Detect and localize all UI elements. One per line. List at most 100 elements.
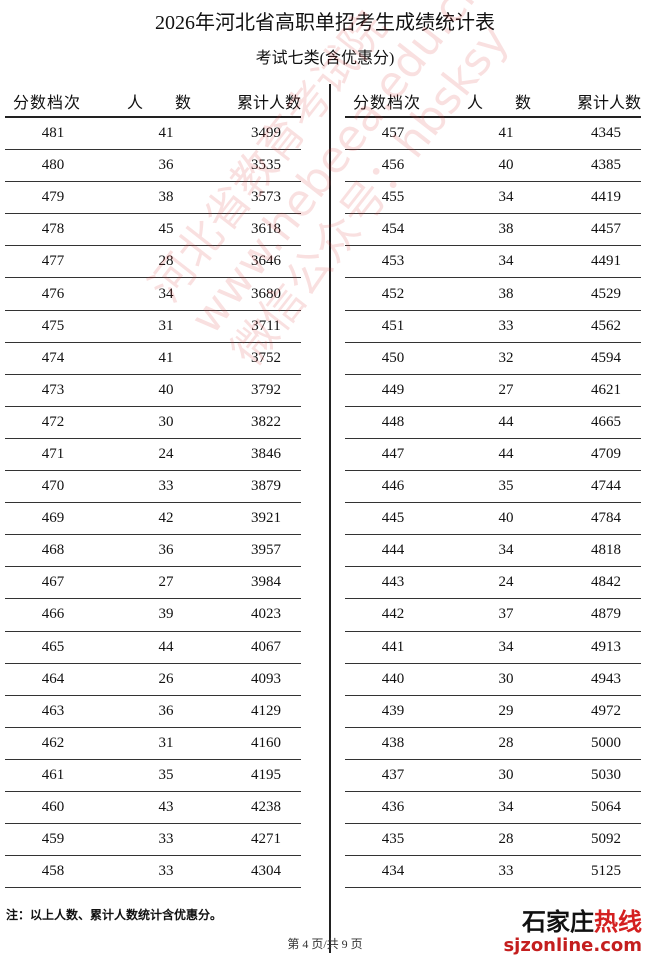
table-row: 456 40 4385 — [345, 150, 641, 183]
table-row: 476 34 3680 — [5, 278, 301, 311]
score-cell: 466 — [41, 606, 65, 623]
table-row: 435 28 5092 — [345, 824, 641, 857]
count-cell: 33 — [498, 317, 514, 334]
count-cell: 43 — [158, 799, 174, 816]
count-cell: 28 — [498, 734, 514, 751]
cumulative-cell: 4842 — [591, 574, 621, 591]
count-cell: 38 — [158, 189, 174, 206]
score-cell: 451 — [381, 317, 405, 334]
cumulative-cell: 4744 — [591, 478, 621, 495]
cumulative-cell: 4621 — [591, 381, 621, 398]
table-row: 462 31 4160 — [5, 728, 301, 760]
cumulative-cell: 3499 — [251, 125, 281, 142]
table-row: 466 39 4023 — [5, 599, 301, 632]
score-cell: 450 — [381, 349, 405, 366]
count-cell: 39 — [158, 606, 174, 623]
cumulative-cell: 5000 — [591, 734, 621, 751]
table-row: 448 44 4665 — [345, 407, 641, 439]
table-row: 438 28 5000 — [345, 728, 641, 760]
count-cell: 41 — [158, 349, 174, 366]
cumulative-cell: 4023 — [251, 606, 281, 623]
table-row: 468 36 3957 — [5, 535, 301, 568]
table-row: 445 40 4784 — [345, 503, 641, 536]
score-cell: 471 — [41, 445, 65, 462]
score-cell: 440 — [381, 670, 405, 687]
score-cell: 467 — [41, 574, 65, 591]
score-cell: 442 — [381, 606, 405, 623]
cumulative-cell: 4818 — [591, 542, 621, 559]
cumulative-cell: 4345 — [591, 125, 621, 142]
header-cumulative: 累计人数 — [576, 95, 641, 112]
table-row: 470 33 3879 — [5, 471, 301, 504]
score-cell: 434 — [381, 863, 405, 880]
score-table-right: 分数档次 人 数 累计人数 457 41 4345 456 40 4385 455 34 441… — [345, 86, 641, 889]
cumulative-cell: 4419 — [591, 189, 621, 206]
cumulative-cell: 4913 — [591, 638, 621, 655]
cumulative-cell: 4784 — [591, 510, 621, 527]
score-cell: 478 — [41, 221, 65, 238]
header-cumulative: 累计人数 — [236, 95, 301, 112]
table-row: 440 30 4943 — [345, 664, 641, 696]
score-cell: 446 — [381, 478, 405, 495]
score-cell: 445 — [381, 510, 405, 527]
cumulative-cell: 3879 — [251, 478, 281, 495]
table-row: 446 35 4744 — [345, 471, 641, 504]
header-score: 分数档次 — [353, 95, 422, 112]
score-cell: 441 — [381, 638, 405, 655]
cumulative-cell: 4457 — [591, 221, 621, 238]
cumulative-cell: 4594 — [591, 349, 621, 366]
score-cell: 468 — [41, 542, 65, 559]
table-row: 480 36 3535 — [5, 150, 301, 183]
table-row: 434 33 5125 — [345, 856, 641, 889]
table-row: 471 24 3846 — [5, 439, 301, 472]
count-cell: 40 — [498, 510, 514, 527]
header-count: 人 数 — [126, 95, 205, 112]
table-row: 459 33 4271 — [5, 824, 301, 857]
count-cell: 28 — [498, 831, 514, 848]
table-row: 443 24 4842 — [345, 567, 641, 600]
score-cell: 473 — [41, 381, 65, 398]
count-cell: 38 — [498, 285, 514, 302]
count-cell: 28 — [158, 253, 174, 270]
score-cell: 476 — [41, 285, 65, 302]
table-row: 467 27 3984 — [5, 567, 301, 600]
count-cell: 34 — [498, 189, 514, 206]
table-row: 447 44 4709 — [345, 439, 641, 472]
table-row: 452 38 4529 — [345, 278, 641, 311]
count-cell: 31 — [158, 317, 174, 334]
cumulative-cell: 5125 — [591, 863, 621, 880]
table-header: 分数档次 人 数 累计人数 — [5, 86, 301, 118]
score-cell: 454 — [381, 221, 405, 238]
score-cell: 457 — [381, 125, 405, 142]
cumulative-cell: 3752 — [251, 349, 281, 366]
score-cell: 453 — [381, 253, 405, 270]
count-cell: 41 — [158, 125, 174, 142]
count-cell: 33 — [158, 478, 174, 495]
table-row: 465 44 4067 — [5, 632, 301, 664]
cumulative-cell: 3822 — [251, 413, 281, 430]
cumulative-cell: 3618 — [251, 221, 281, 238]
table-row: 451 33 4562 — [345, 311, 641, 343]
cumulative-cell: 3846 — [251, 445, 281, 462]
cumulative-cell: 4271 — [251, 831, 281, 848]
score-cell: 436 — [381, 799, 405, 816]
cumulative-cell: 4385 — [591, 157, 621, 174]
cumulative-cell: 4491 — [591, 253, 621, 270]
score-cell: 470 — [41, 478, 65, 495]
cumulative-cell: 4093 — [251, 670, 281, 687]
table-row: 453 34 4491 — [345, 246, 641, 279]
table-row: 474 41 3752 — [5, 343, 301, 375]
count-cell: 44 — [498, 413, 514, 430]
count-cell: 24 — [158, 445, 174, 462]
table-row: 478 45 3618 — [5, 214, 301, 247]
count-cell: 36 — [158, 542, 174, 559]
table-row: 442 37 4879 — [345, 599, 641, 632]
table-row: 437 30 5030 — [345, 760, 641, 792]
table-row: 477 28 3646 — [5, 246, 301, 279]
table-row: 441 34 4913 — [345, 632, 641, 664]
table-row: 449 27 4621 — [345, 375, 641, 407]
cumulative-cell: 3680 — [251, 285, 281, 302]
score-cell: 458 — [41, 863, 65, 880]
cumulative-cell: 5064 — [591, 799, 621, 816]
cumulative-cell: 3535 — [251, 157, 281, 174]
